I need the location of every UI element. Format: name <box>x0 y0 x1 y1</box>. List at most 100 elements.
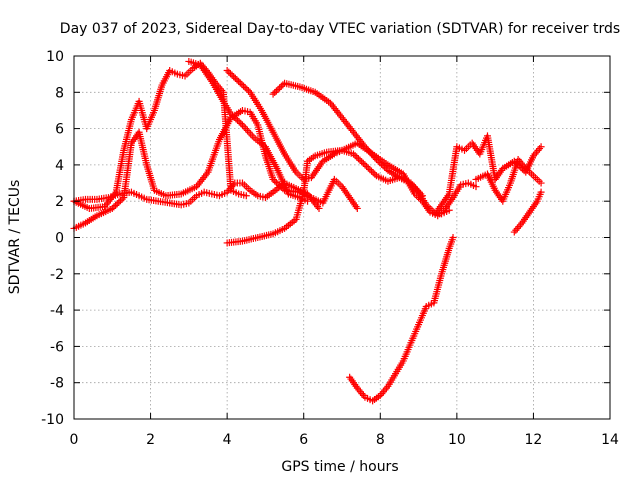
data-point <box>269 90 277 98</box>
data-point <box>240 82 248 90</box>
data-point <box>358 158 366 166</box>
series-track-10 <box>472 155 545 205</box>
series-track-8 <box>346 234 457 405</box>
data-point <box>472 183 480 191</box>
x-tick-label: 6 <box>299 432 308 448</box>
data-point <box>240 123 248 131</box>
y-axis-label: SDTVAR / TECUs <box>7 180 23 295</box>
data-point <box>238 81 246 89</box>
data-points <box>70 57 545 405</box>
data-point <box>354 155 362 163</box>
series-track-5 <box>223 67 426 200</box>
data-point <box>372 155 380 163</box>
data-point <box>234 116 242 124</box>
data-point <box>108 204 116 212</box>
data-point <box>361 161 369 169</box>
y-tick-label: -4 <box>50 303 64 319</box>
x-tick-label: 14 <box>601 432 619 448</box>
data-point <box>244 87 252 95</box>
data-point <box>113 200 121 208</box>
data-point <box>445 206 453 214</box>
data-point <box>225 68 233 76</box>
data-point <box>363 162 371 170</box>
data-point <box>349 150 357 158</box>
y-tick-label: 6 <box>55 122 64 138</box>
data-point <box>381 163 389 171</box>
x-tick-label: 12 <box>525 432 543 448</box>
data-point <box>366 166 374 174</box>
series-track-11 <box>510 188 545 236</box>
data-point <box>242 192 250 200</box>
data-point <box>272 87 280 95</box>
data-point <box>116 197 124 205</box>
chart-title: Day 037 of 2023, Sidereal Day-to-day VTE… <box>60 21 620 37</box>
y-tick-label: 0 <box>55 231 64 247</box>
data-point <box>382 165 390 173</box>
data-point <box>376 159 384 167</box>
series-track-7 <box>269 79 453 218</box>
grid <box>74 56 610 419</box>
data-point <box>241 84 249 92</box>
x-tick-label: 2 <box>146 432 155 448</box>
data-point <box>515 223 523 231</box>
data-point <box>537 143 545 151</box>
data-point <box>236 79 244 87</box>
y-tick-label: 8 <box>55 85 64 101</box>
data-point <box>228 183 236 191</box>
data-point <box>368 167 376 175</box>
x-tick-label: 8 <box>376 432 385 448</box>
series-track-6 <box>223 139 480 247</box>
data-point <box>512 226 520 234</box>
data-point <box>358 390 366 398</box>
data-point <box>229 112 237 120</box>
data-point <box>247 130 255 138</box>
series-track-4 <box>185 57 312 205</box>
data-point <box>534 146 542 154</box>
data-point <box>238 121 246 129</box>
data-point <box>315 204 323 212</box>
data-point <box>230 113 238 121</box>
data-point <box>364 164 372 172</box>
data-point <box>223 67 231 75</box>
data-point <box>274 85 282 93</box>
data-point <box>228 71 236 79</box>
y-tick-label: 10 <box>46 49 64 65</box>
data-point <box>510 228 518 236</box>
data-point <box>276 84 284 92</box>
data-point <box>248 132 256 140</box>
y-tick-label: 4 <box>55 158 64 174</box>
y-tick-label: -2 <box>50 267 64 283</box>
data-point <box>243 126 251 134</box>
data-point <box>233 76 241 84</box>
data-point <box>537 179 545 187</box>
y-tick-label: -8 <box>50 376 64 392</box>
axis-ticks: 0 2 4 6 8 10 12 14 -10 -8 -6 -4 -2 0 2 4 6 8 10 <box>41 49 619 448</box>
data-point <box>242 125 250 133</box>
data-point <box>230 73 238 81</box>
data-point <box>235 118 243 126</box>
data-point <box>226 70 234 78</box>
data-point <box>353 204 361 212</box>
data-point <box>269 175 277 183</box>
data-point <box>112 201 120 209</box>
data-point <box>377 160 385 168</box>
data-point <box>227 110 235 118</box>
data-point <box>235 77 243 85</box>
series-track-1 <box>70 106 361 232</box>
data-point <box>369 169 377 177</box>
series-track-3 <box>70 59 250 212</box>
data-point <box>271 89 279 97</box>
data-point <box>243 85 251 93</box>
data-point <box>449 234 457 241</box>
y-tick-label: -10 <box>41 412 64 428</box>
data-point <box>356 388 364 396</box>
data-point <box>356 156 364 164</box>
data-point <box>279 81 287 89</box>
x-tick-label: 4 <box>223 432 232 448</box>
data-point <box>379 388 387 396</box>
y-tick-label: 2 <box>55 194 64 210</box>
y-tick-label: -6 <box>50 339 64 355</box>
data-point <box>110 203 118 211</box>
data-point <box>272 179 280 187</box>
